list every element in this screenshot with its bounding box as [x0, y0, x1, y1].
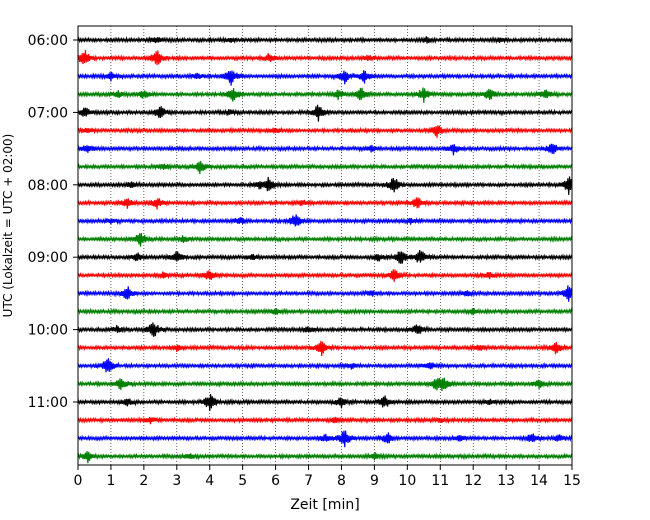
- x-tick-label-15: 15: [563, 473, 581, 489]
- trace-1015: [77, 340, 573, 357]
- grid-lines: [110, 26, 540, 465]
- trace-0600: [77, 35, 573, 45]
- y-tick-label-2: 08:00: [28, 178, 68, 194]
- y-tick-label-4: 10:00: [28, 323, 68, 339]
- trace-0730: [77, 143, 573, 156]
- x-tick-label-10: 10: [398, 473, 416, 489]
- y-tick-label-3: 09:00: [28, 250, 68, 266]
- trace-0945: [77, 307, 573, 316]
- trace-0715: [77, 125, 573, 138]
- x-axis-label: Zeit [min]: [290, 497, 359, 513]
- y-tick-label-0: 06:00: [28, 33, 68, 49]
- trace-0900: [77, 250, 573, 264]
- x-tick-label-14: 14: [530, 473, 548, 489]
- plot-frame: [77, 25, 573, 466]
- trace-0830: [77, 214, 573, 227]
- trace-0700: [77, 104, 573, 122]
- trace-1000: [77, 322, 573, 337]
- x-tick-label-11: 11: [431, 473, 449, 489]
- x-tick-label-9: 9: [370, 473, 379, 489]
- x-tick-label-0: 0: [74, 473, 83, 489]
- x-tick-label-7: 7: [304, 473, 313, 489]
- x-axis-ticks: 0 1 2 3 4 5 6 7 8 9 10 11 12 13 14 15: [74, 465, 581, 489]
- trace-1045: [77, 377, 573, 392]
- trace-0630: [77, 70, 573, 86]
- x-tick-label-6: 6: [271, 473, 280, 489]
- trace-0930: [77, 285, 573, 302]
- x-tick-label-3: 3: [172, 473, 181, 489]
- y-axis-ticks: 06:00 07:00 08:00 09:00 10:00 11:00: [28, 33, 78, 411]
- trace-0800: [77, 176, 573, 195]
- x-tick-label-8: 8: [337, 473, 346, 489]
- trace-1030: [77, 358, 573, 373]
- x-tick-label-2: 2: [139, 473, 148, 489]
- trace-0745: [77, 161, 573, 175]
- seismic-traces: [77, 35, 573, 464]
- x-tick-label-4: 4: [205, 473, 214, 489]
- trace-0645: [77, 87, 573, 103]
- trace-0615: [77, 50, 573, 66]
- y-axis-label: UTC (Lokalzeit = UTC + 02:00): [1, 134, 15, 318]
- y-tick-label-1: 07:00: [28, 105, 68, 121]
- trace-1115: [77, 416, 573, 425]
- trace-1145: [77, 451, 573, 464]
- trace-1130: [77, 430, 573, 448]
- x-tick-label-1: 1: [106, 473, 115, 489]
- trace-1100: [77, 394, 573, 411]
- x-tick-label-13: 13: [497, 473, 515, 489]
- x-tick-label-12: 12: [464, 473, 482, 489]
- trace-0845: [77, 233, 573, 247]
- y-tick-label-5: 11:00: [28, 395, 68, 411]
- trace-0815: [77, 197, 573, 210]
- trace-0915: [77, 269, 573, 282]
- x-tick-label-5: 5: [238, 473, 247, 489]
